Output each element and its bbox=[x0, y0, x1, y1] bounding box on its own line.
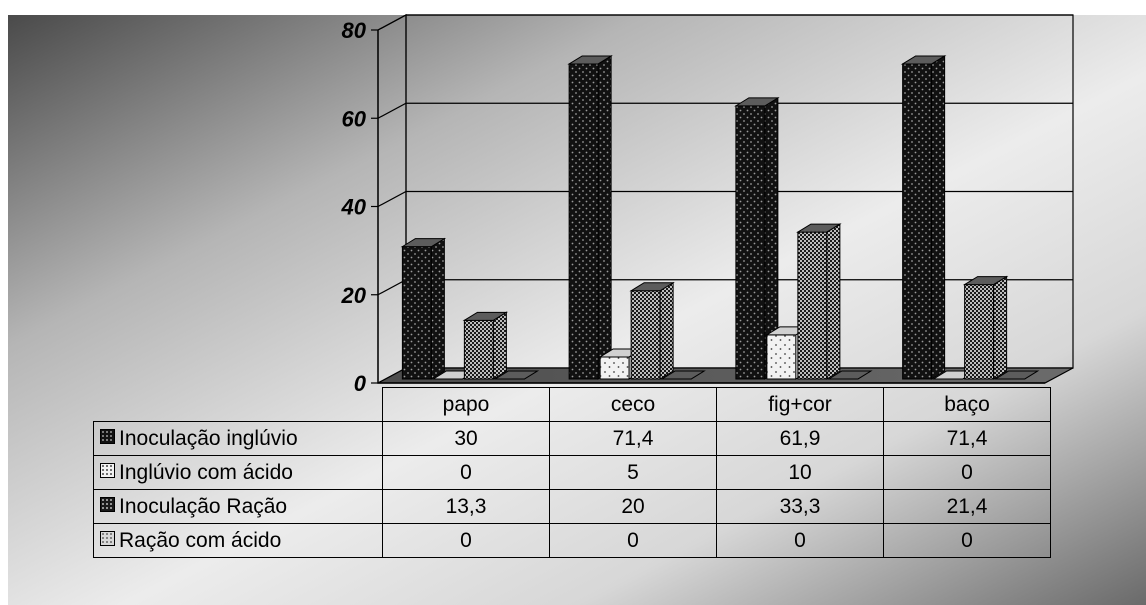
bar-top bbox=[796, 223, 842, 233]
y-tick-label: 0 bbox=[354, 371, 367, 396]
bar-side bbox=[993, 275, 1008, 380]
data-label: 10 bbox=[716, 455, 884, 490]
bar-front bbox=[401, 246, 432, 380]
data-label: 0 bbox=[883, 455, 1051, 490]
bar-front bbox=[797, 231, 828, 380]
bar-top bbox=[567, 55, 613, 65]
category-label: fig+cor bbox=[716, 387, 884, 422]
bar-front bbox=[964, 284, 995, 380]
bar-top bbox=[827, 370, 873, 380]
table-row: Inoculação inglúvio 30 71,4 61,9 71,4 bbox=[93, 421, 1051, 456]
data-label: 21,4 bbox=[883, 489, 1051, 524]
data-label: 71,4 bbox=[883, 421, 1051, 456]
table-row: Inglúvio com ácido 0 5 10 0 bbox=[93, 455, 1051, 490]
legend-swatch bbox=[100, 497, 115, 513]
bar bbox=[734, 96, 780, 380]
bar-front bbox=[735, 105, 766, 380]
data-label: 0 bbox=[716, 523, 884, 558]
bar bbox=[796, 223, 842, 380]
bar bbox=[827, 370, 873, 380]
data-label: 0 bbox=[549, 523, 717, 558]
bar-front bbox=[568, 63, 599, 380]
bar bbox=[462, 311, 509, 380]
table-row: Inoculação Ração 13,3 20 33,3 21,4 bbox=[93, 489, 1051, 524]
data-label: 33,3 bbox=[716, 489, 884, 524]
data-label: 0 bbox=[382, 455, 550, 490]
bar-side bbox=[659, 281, 674, 380]
bar-side bbox=[492, 311, 507, 380]
bar bbox=[400, 237, 447, 380]
bar-front bbox=[599, 356, 630, 380]
bar-top bbox=[993, 370, 1040, 380]
table-row: Ração com ácido 0 0 0 0 bbox=[93, 523, 1051, 558]
y-tick-label: 60 bbox=[342, 106, 367, 131]
legend-swatch bbox=[100, 429, 115, 445]
data-label: 71,4 bbox=[549, 421, 717, 456]
legend-label: Inoculação Ração bbox=[119, 494, 288, 518]
table-header-row: papo ceco fig+cor baço bbox=[94, 387, 1051, 422]
y-tick-label: 20 bbox=[341, 283, 367, 308]
legend-swatch bbox=[100, 463, 115, 479]
gridline bbox=[377, 190, 1073, 208]
bar-top bbox=[962, 276, 1009, 286]
bar-front bbox=[630, 290, 661, 380]
bar bbox=[962, 275, 1009, 380]
data-label: 0 bbox=[382, 523, 550, 558]
bar bbox=[993, 370, 1040, 380]
legend-swatch bbox=[100, 531, 115, 547]
bar-top bbox=[629, 282, 675, 292]
bar bbox=[567, 55, 613, 380]
bar-top bbox=[493, 370, 540, 380]
legend-label: Inoculação inglúvio bbox=[119, 426, 298, 450]
bar-top bbox=[900, 55, 947, 65]
data-label: 20 bbox=[549, 489, 717, 524]
legend-label: Inglúvio com ácido bbox=[119, 460, 293, 484]
data-label: 13,3 bbox=[382, 489, 550, 524]
bar-top bbox=[400, 238, 447, 248]
gridline bbox=[377, 102, 1073, 119]
category-label: baço bbox=[883, 387, 1051, 422]
legend-entry: Ração com ácido bbox=[93, 523, 383, 558]
y-tick-label: 40 bbox=[341, 195, 367, 220]
bar-side bbox=[931, 55, 946, 380]
bar bbox=[900, 55, 947, 380]
bar bbox=[660, 370, 706, 380]
legend-label: Ração com ácido bbox=[119, 528, 282, 552]
data-label: 61,9 bbox=[716, 421, 884, 456]
data-label: 30 bbox=[382, 421, 550, 456]
bar-top bbox=[734, 97, 780, 107]
bar-front bbox=[766, 334, 797, 380]
bar bbox=[493, 370, 540, 380]
data-table: papo ceco fig+cor baço Inoculação inglúvio 30… bbox=[93, 387, 1051, 558]
data-label: 5 bbox=[549, 455, 717, 490]
legend-entry: Inoculação Ração bbox=[93, 489, 383, 524]
category-label: ceco bbox=[549, 387, 717, 422]
bar-front bbox=[463, 319, 494, 380]
bar-top bbox=[462, 311, 509, 321]
bar-side bbox=[430, 237, 445, 380]
gridline bbox=[377, 14, 1073, 31]
category-label: papo bbox=[382, 387, 550, 422]
table-corner bbox=[94, 388, 383, 422]
bar-side bbox=[597, 55, 612, 380]
legend-entry: Inglúvio com ácido bbox=[93, 455, 383, 490]
y-tick-label: 80 bbox=[342, 18, 367, 43]
bar-front bbox=[902, 63, 933, 380]
data-label: 0 bbox=[883, 523, 1051, 558]
bar bbox=[629, 281, 675, 380]
bar-top bbox=[660, 370, 706, 380]
bar-side bbox=[826, 223, 841, 380]
legend-entry: Inoculação inglúvio bbox=[93, 421, 383, 456]
